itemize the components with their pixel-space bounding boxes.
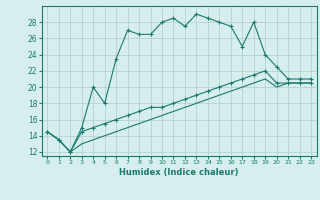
X-axis label: Humidex (Indice chaleur): Humidex (Indice chaleur) [119, 168, 239, 177]
